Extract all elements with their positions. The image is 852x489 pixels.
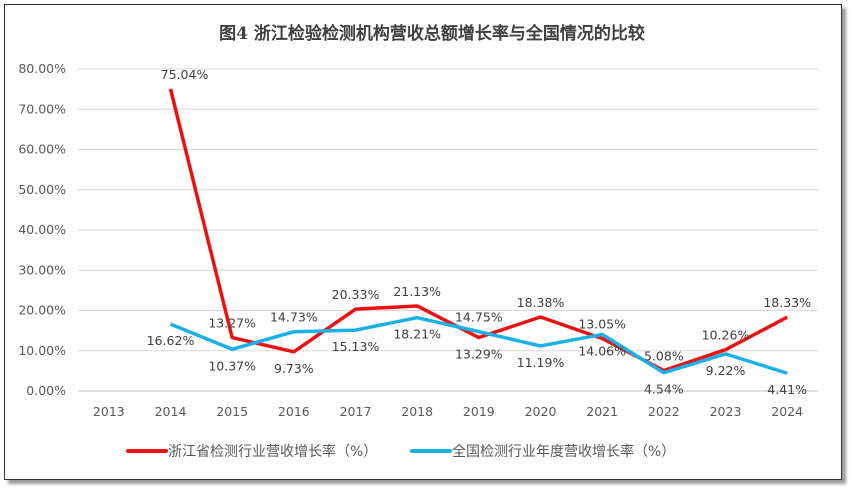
legend-label: 浙江省检测行业营收增长率（%） <box>168 443 377 460</box>
y-tick-label: 80.00% <box>18 61 66 76</box>
data-label: 4.41% <box>767 382 807 397</box>
data-label: 21.13% <box>393 284 441 299</box>
data-label: 10.26% <box>702 328 750 343</box>
x-tick-label: 2013 <box>93 404 125 419</box>
data-label: 20.33% <box>332 287 380 302</box>
data-label: 4.54% <box>644 382 684 397</box>
x-tick-label: 2017 <box>340 404 372 419</box>
data-label: 14.75% <box>455 310 503 325</box>
data-label: 14.73% <box>270 310 318 325</box>
y-tick-label: 60.00% <box>18 142 66 157</box>
x-tick-label: 2024 <box>771 404 803 419</box>
y-tick-label: 50.00% <box>18 182 66 197</box>
data-label: 16.62% <box>147 333 195 348</box>
data-label: 9.22% <box>706 363 746 378</box>
y-tick-label: 0.00% <box>26 383 66 398</box>
chart-frame <box>4 4 842 480</box>
y-tick-label: 10.00% <box>18 343 66 358</box>
x-tick-label: 2022 <box>648 404 680 419</box>
data-label: 11.19% <box>517 355 565 370</box>
data-label: 18.33% <box>763 295 811 310</box>
y-tick-label: 30.00% <box>18 262 66 277</box>
x-tick-label: 2021 <box>586 404 618 419</box>
x-tick-label: 2023 <box>710 404 742 419</box>
x-tick-label: 2019 <box>463 404 495 419</box>
legend-label: 全国检测行业年度营收增长率（%） <box>452 443 675 460</box>
data-label: 5.08% <box>644 349 684 364</box>
data-label: 18.38% <box>517 295 565 310</box>
data-label: 13.05% <box>578 316 626 331</box>
data-label: 13.29% <box>455 347 503 362</box>
x-tick-label: 2020 <box>525 404 557 419</box>
data-label: 14.06% <box>578 343 626 358</box>
data-label: 10.37% <box>208 358 256 373</box>
data-label: 75.04% <box>161 67 209 82</box>
x-tick-label: 2018 <box>401 404 433 419</box>
chart-title: 图4 浙江检验检测机构营收总额增长率与全国情况的比较 <box>219 23 645 44</box>
x-tick-label: 2016 <box>278 404 310 419</box>
y-tick-label: 40.00% <box>18 222 66 237</box>
x-tick-label: 2014 <box>155 404 187 419</box>
data-label: 18.21% <box>393 327 441 342</box>
y-tick-label: 20.00% <box>18 303 66 318</box>
y-tick-label: 70.00% <box>18 101 66 116</box>
data-label: 15.13% <box>332 339 380 354</box>
data-label: 13.27% <box>208 316 256 331</box>
data-label: 9.73% <box>274 361 314 376</box>
x-tick-label: 2015 <box>216 404 248 419</box>
